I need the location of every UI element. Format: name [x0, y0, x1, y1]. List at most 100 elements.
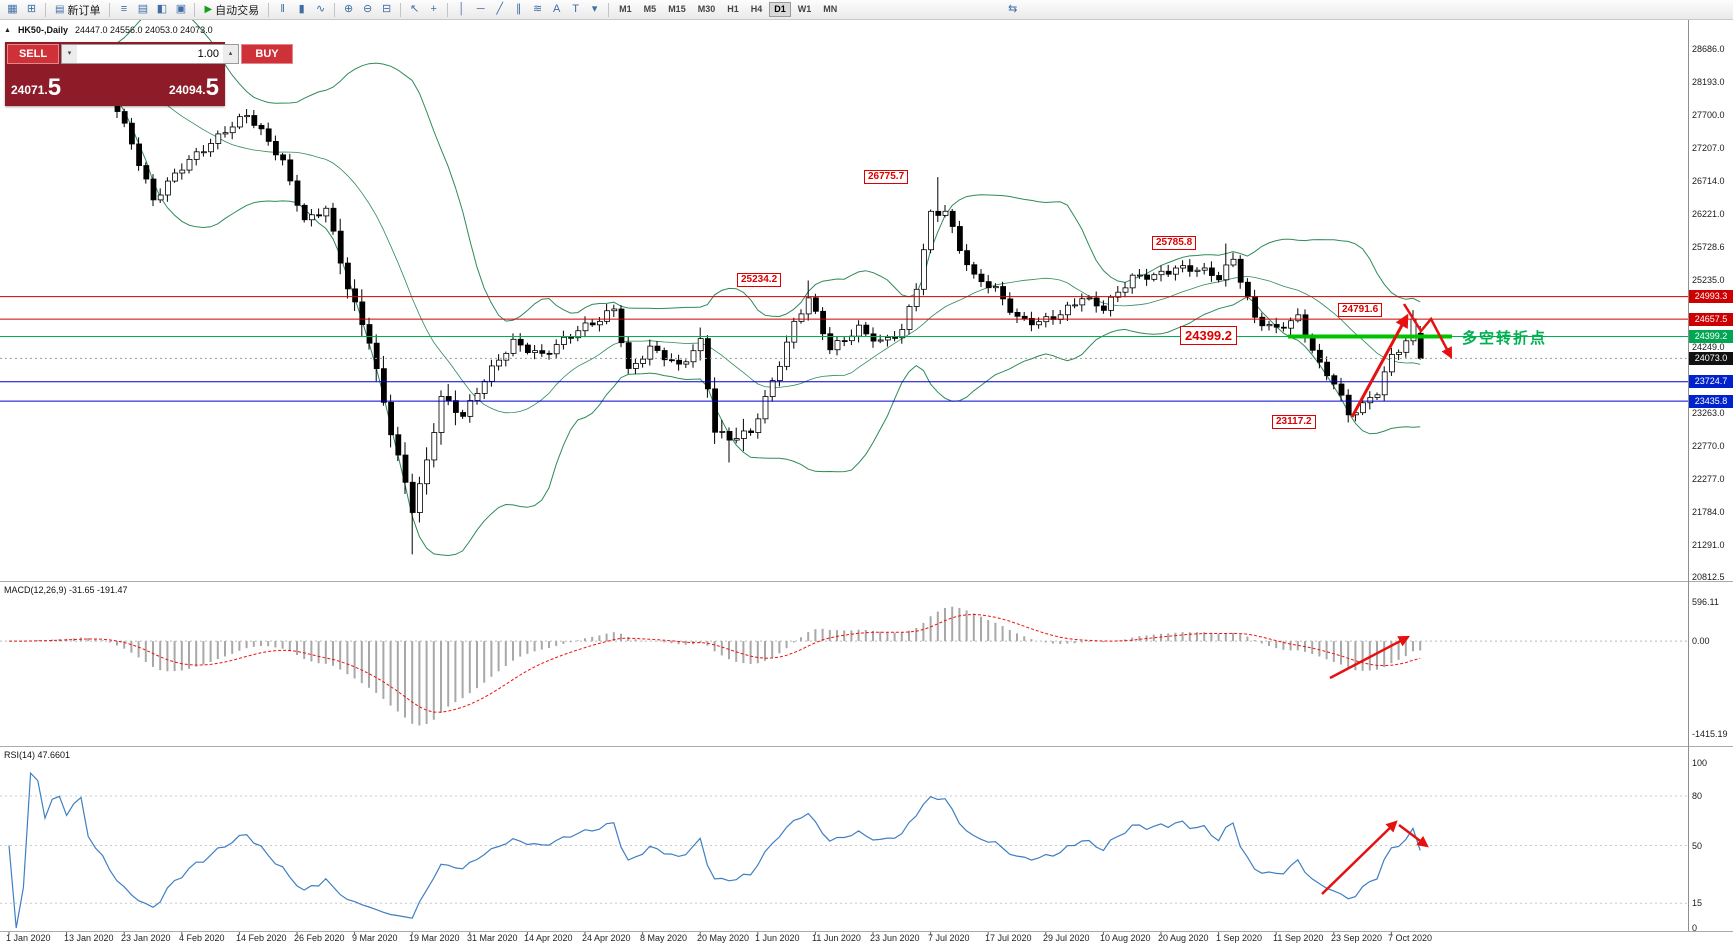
price-axis-label: 27700.0	[1692, 110, 1725, 120]
volume-decrease-button[interactable]: ▾	[62, 45, 77, 63]
window-profiles-icon[interactable]: ⊞	[26, 2, 37, 15]
equidistant-channel-icon[interactable]: ∥	[515, 2, 522, 15]
date-axis-label: 23 Jun 2020	[870, 933, 920, 943]
timeframe-h1-button[interactable]: H1	[727, 4, 739, 14]
crosshair-icon[interactable]: +	[430, 2, 437, 15]
timeframe-mn-button[interactable]: MN	[823, 4, 838, 14]
candlestick-chart-icon[interactable]: ▮	[298, 2, 305, 15]
candlestick-series	[6, 46, 1424, 555]
buy-price-main: 24094.	[168, 83, 206, 97]
navigator-icon[interactable]: ◧	[156, 2, 168, 15]
text-label-icon[interactable]: T	[572, 2, 580, 15]
macd-rsi-separator[interactable]	[0, 746, 1733, 747]
price-axis-label: 25235.0	[1692, 275, 1725, 285]
timeframe-m15-button[interactable]: M15	[668, 4, 686, 14]
timeframe-h4-button[interactable]: H4	[750, 4, 763, 14]
volume-input[interactable]	[77, 45, 223, 63]
zoom-in-icon[interactable]: ⊕	[344, 2, 354, 15]
date-axis-label: 1 Sep 2020	[1216, 933, 1263, 943]
main-macd-separator[interactable]	[0, 581, 1733, 582]
toolbar-separator	[194, 2, 196, 17]
pullback-down-arrow[interactable]	[1402, 303, 1453, 360]
date-axis-label: 13 Jan 2020	[64, 933, 114, 943]
timeframe-w1-button[interactable]: W1	[797, 4, 812, 14]
rsi-down-arrow[interactable]	[1398, 824, 1429, 848]
price-tag-24657.5: 24657.5	[1689, 313, 1733, 326]
timeframe-m30-button[interactable]: M30	[697, 4, 716, 14]
new-order-button[interactable]: ▤ 新订单	[50, 2, 105, 18]
annotation-arrows[interactable]	[1321, 303, 1453, 895]
price-axis-label: 24249.0	[1692, 342, 1725, 352]
market-watch-icon[interactable]: ≡	[120, 2, 128, 15]
price-annotation-label: 24791.6	[1338, 303, 1383, 317]
new-order-label: 新订单	[67, 4, 101, 17]
date-axis-label: 4 Feb 2020	[179, 933, 225, 943]
tile-windows-icon[interactable]: ⊟	[382, 2, 392, 15]
chart-shift-icon[interactable]: ⇆	[1008, 2, 1018, 15]
rsi-up-arrow[interactable]	[1321, 820, 1398, 895]
new-chart-icon[interactable]: ▦	[7, 2, 18, 15]
data-window-icon[interactable]: ▤	[137, 2, 149, 15]
rsi-axis-label: 80	[1692, 791, 1703, 801]
date-axis-label: 29 Jul 2020	[1043, 933, 1090, 943]
shapes-dropdown-icon[interactable]: ▾	[591, 2, 598, 15]
vertical-line-icon[interactable]: │	[458, 2, 466, 15]
symbol-ohlc-values: 24447.0 24556.0 24053.0 24073.0	[74, 25, 213, 35]
symbol-header: ▲ HK50-,Daily 24447.0 24556.0 24053.0 24…	[4, 25, 213, 35]
buy-price-pips: 5	[205, 74, 219, 101]
date-axis-label: 23 Sep 2020	[1331, 933, 1383, 943]
auto-trading-button[interactable]: ▶ 自动交易	[199, 2, 264, 18]
line-chart-icon[interactable]: ∿	[316, 2, 326, 15]
horizontal-line-icon[interactable]: ─	[476, 2, 485, 15]
volume-increase-button[interactable]: ▴	[223, 45, 238, 63]
price-axis-label: 27207.0	[1692, 143, 1725, 153]
date-axis-label: 9 Mar 2020	[352, 933, 398, 943]
sell-price[interactable]: 24071. 5	[7, 64, 115, 102]
date-axis-label: 1 Jan 2020	[6, 933, 51, 943]
terminal-icon[interactable]: ▣	[175, 2, 187, 15]
price-axis-separator[interactable]	[1688, 20, 1689, 931]
bar-chart-icon[interactable]: ‖	[280, 2, 285, 15]
price-axis-label: 22277.0	[1692, 474, 1725, 484]
toolbar: ▦ ⊞ ▤ 新订单 ≡ ▤ ◧ ▣ ▶ 自动交易 ‖ ▮ ∿ ⊕ ⊖ ⊟ ↖ + │ ─ ╱ ∥ ≋ A T ▾…	[0, 0, 1733, 20]
date-axis-label: 11 Jun 2020	[812, 933, 861, 943]
macd-up-arrow[interactable]	[1329, 635, 1411, 680]
horizontal-level-lines[interactable]	[0, 296, 1688, 402]
price-axis-label: 20812.5	[1692, 572, 1725, 582]
timeframe-switcher: M1 M5 M15 M30 H1 H4 D1 W1 MN	[613, 2, 843, 17]
trendline-icon[interactable]: ╱	[496, 2, 503, 15]
price-annotation-label: 26775.7	[864, 170, 909, 184]
timeframe-m5-button[interactable]: M5	[643, 4, 657, 14]
price-axis-label: 26714.0	[1692, 176, 1725, 186]
price-tag-24073.0: 24073.0	[1689, 352, 1733, 365]
sell-price-pips: 5	[47, 74, 62, 101]
price-annotation-label: 24399.2	[1180, 326, 1237, 345]
timeframe-m1-button[interactable]: M1	[619, 4, 632, 14]
macd-axis-label: 596.11	[1692, 597, 1719, 607]
time-axis-separator	[0, 931, 1733, 932]
text-icon[interactable]: A	[552, 2, 561, 15]
buy-price[interactable]: 24094. 5	[115, 64, 223, 102]
trend-up-arrow[interactable]	[1350, 313, 1409, 418]
date-axis-label: 14 Apr 2020	[524, 933, 573, 943]
rsi-axis-label: 0	[1692, 923, 1698, 933]
toolbar-separator	[400, 2, 402, 17]
zoom-out-icon[interactable]: ⊖	[363, 2, 373, 15]
buy-button[interactable]: BUY	[241, 44, 293, 64]
rsi-axis-label: 50	[1692, 841, 1703, 851]
date-axis-label: 20 Aug 2020	[1158, 933, 1209, 943]
toolbar-separator	[447, 2, 449, 17]
sell-button[interactable]: SELL	[7, 44, 59, 64]
fibonacci-icon[interactable]: ≋	[533, 2, 543, 15]
price-axis-label: 25728.6	[1692, 242, 1725, 252]
date-axis-label: 20 May 2020	[697, 933, 750, 943]
auto-trading-label: 自动交易	[215, 4, 260, 17]
macd-indicator	[0, 606, 1688, 726]
volume-stepper: ▾ ▴	[61, 44, 239, 64]
cursor-icon[interactable]: ↖	[410, 2, 420, 15]
timeframe-d1-button[interactable]: D1	[769, 2, 791, 17]
price-tag-23724.7: 23724.7	[1689, 375, 1733, 388]
date-axis-label: 17 Jul 2020	[985, 933, 1032, 943]
